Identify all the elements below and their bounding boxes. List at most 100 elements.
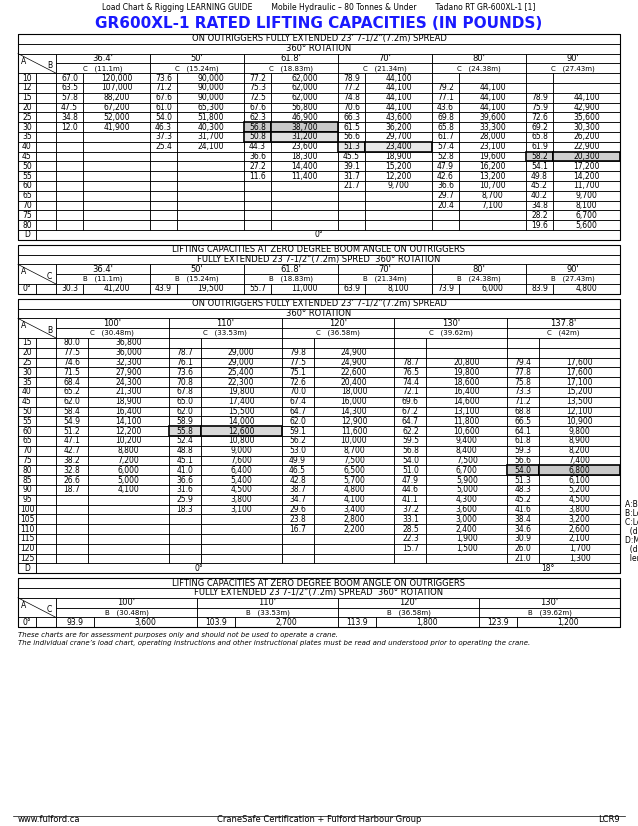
Text: 77.8: 77.8 (515, 368, 531, 377)
Text: 18,600: 18,600 (454, 377, 480, 387)
Bar (83, 161, 150, 171)
Text: 8,100: 8,100 (388, 284, 410, 293)
Text: LIFTING CAPACITIES AT ZERO DEGREE BOOM ANGLE ON OUTRIGGERS: LIFTING CAPACITIES AT ZERO DEGREE BOOM A… (172, 245, 466, 254)
Text: GR600XL-1 RATED LIFTING CAPACITIES (IN POUNDS): GR600XL-1 RATED LIFTING CAPACITIES (IN P… (95, 17, 543, 31)
Text: 36.6: 36.6 (176, 476, 193, 485)
Text: 3,400: 3,400 (343, 505, 365, 514)
Text: 8,900: 8,900 (568, 436, 591, 445)
Text: ON OUTRIGGERS FULLY EXTENDED 23’ 7-1/2”(7.2m) SPREAD: ON OUTRIGGERS FULLY EXTENDED 23’ 7-1/2”(… (191, 35, 447, 44)
Bar (432, 83, 459, 93)
Bar (271, 122, 338, 132)
Bar (36, 525, 56, 534)
Bar (18, 348, 36, 358)
Bar (56, 465, 88, 475)
Bar (150, 93, 177, 102)
Text: C   (21.34m): C (21.34m) (363, 65, 407, 72)
Text: 130': 130' (540, 598, 558, 607)
Bar (83, 171, 150, 181)
Bar (281, 348, 314, 358)
Text: B   (18.83m): B (18.83m) (269, 276, 313, 282)
Bar (365, 74, 432, 83)
Text: 42.8: 42.8 (289, 476, 306, 485)
Text: 18,300: 18,300 (292, 152, 318, 161)
Text: 90,000: 90,000 (197, 74, 224, 83)
Text: 19,600: 19,600 (479, 152, 506, 161)
Text: 44,100: 44,100 (573, 93, 600, 102)
Bar (394, 406, 426, 416)
Text: 51.3: 51.3 (515, 476, 531, 485)
Text: 7,400: 7,400 (568, 456, 591, 465)
Bar (365, 201, 432, 211)
Bar (271, 161, 338, 171)
Bar (56, 525, 88, 534)
Text: A: A (21, 57, 26, 65)
Bar (56, 505, 88, 515)
Bar (507, 475, 539, 485)
Bar (56, 93, 83, 102)
Bar (338, 122, 365, 132)
Bar (314, 338, 394, 348)
Bar (197, 608, 338, 617)
Text: 23,600: 23,600 (291, 142, 318, 151)
Text: 4,500: 4,500 (568, 496, 591, 504)
Bar (426, 465, 507, 475)
Text: 55.7: 55.7 (249, 284, 266, 293)
Bar (18, 368, 36, 377)
Text: C   (24.38m): C (24.38m) (457, 65, 501, 72)
Text: 6,700: 6,700 (575, 211, 597, 220)
Bar (36, 102, 56, 112)
Bar (18, 211, 36, 221)
Bar (507, 456, 539, 465)
Bar (281, 525, 314, 534)
Text: 9,700: 9,700 (575, 191, 597, 200)
Bar (338, 112, 365, 122)
Bar (507, 318, 620, 328)
Text: 80': 80' (473, 54, 486, 63)
Bar (314, 485, 394, 495)
Text: 21.0: 21.0 (515, 554, 531, 563)
Bar (479, 608, 620, 617)
Bar (244, 93, 271, 102)
Bar (338, 64, 432, 74)
Bar (507, 465, 539, 475)
Bar (83, 284, 150, 294)
Text: 11.6: 11.6 (249, 172, 266, 181)
Text: 30.9: 30.9 (515, 534, 531, 544)
Text: These charts are for assessment purposes only and should not be used to operate : These charts are for assessment purposes… (18, 632, 338, 638)
Bar (18, 485, 36, 495)
Bar (314, 495, 394, 505)
Bar (459, 142, 526, 152)
Bar (18, 318, 56, 338)
Text: 65.8: 65.8 (531, 132, 548, 141)
Text: 50.8: 50.8 (249, 132, 266, 141)
Bar (426, 505, 507, 515)
Text: 7,200: 7,200 (117, 456, 139, 465)
Bar (553, 181, 620, 191)
Bar (365, 211, 432, 221)
Text: 5,600: 5,600 (575, 221, 597, 230)
Text: 38.4: 38.4 (515, 515, 531, 524)
Bar (36, 544, 56, 553)
Bar (507, 515, 539, 525)
Bar (56, 161, 83, 171)
Text: 71.2: 71.2 (155, 83, 172, 93)
Bar (56, 274, 150, 284)
Bar (56, 284, 83, 294)
Bar (244, 161, 271, 171)
Bar (201, 416, 281, 426)
Text: 67,200: 67,200 (103, 103, 130, 112)
Bar (365, 191, 432, 201)
Bar (88, 544, 169, 553)
Bar (338, 598, 479, 608)
Bar (526, 211, 553, 221)
Text: 6,000: 6,000 (117, 466, 139, 475)
Bar (169, 505, 201, 515)
Bar (18, 34, 620, 44)
Bar (338, 93, 365, 102)
Text: 34.7: 34.7 (289, 496, 306, 504)
Text: D: D (24, 230, 30, 240)
Text: 49.8: 49.8 (531, 172, 548, 181)
Text: 120': 120' (329, 319, 347, 328)
Bar (314, 515, 394, 525)
Text: 49.9: 49.9 (289, 456, 306, 465)
